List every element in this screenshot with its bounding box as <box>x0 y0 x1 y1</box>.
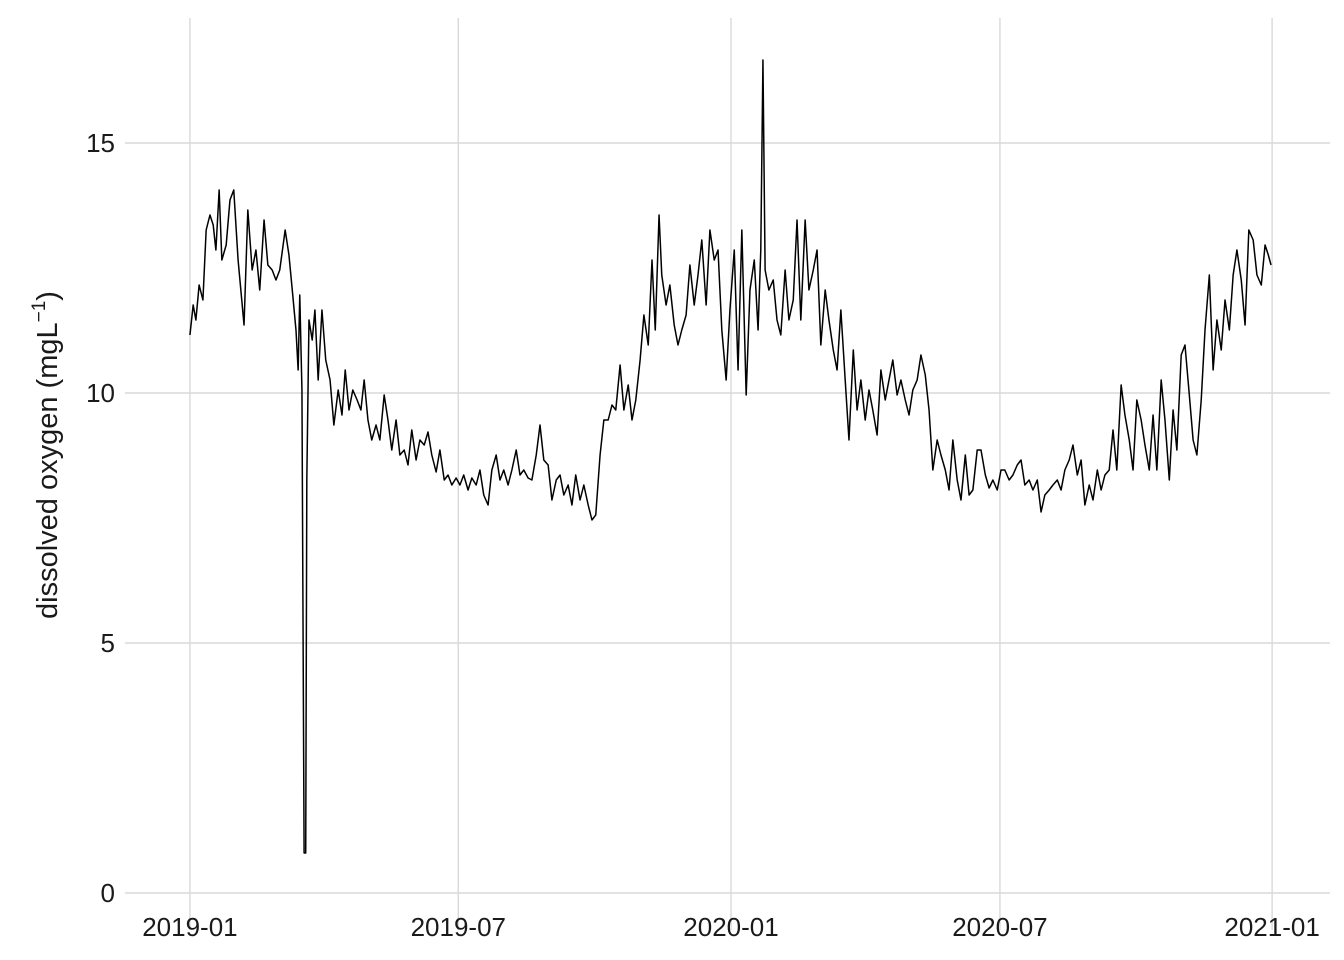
y-axis-label-superscript: −1 <box>29 301 50 323</box>
y-tick-label: 10 <box>86 378 115 408</box>
x-tick-label: 2021-01 <box>1224 912 1319 942</box>
y-axis-label-close: ) <box>32 291 64 301</box>
y-tick-label: 5 <box>101 628 115 658</box>
x-tick-label: 2020-07 <box>952 912 1047 942</box>
y-tick-label: 15 <box>86 128 115 158</box>
x-tick-label: 2020-01 <box>683 912 778 942</box>
x-tick-label: 2019-01 <box>142 912 237 942</box>
data-line <box>189 59 1272 854</box>
x-tick-label: 2019-07 <box>411 912 506 942</box>
y-axis-label-text: dissolved oxygen (mgL <box>32 322 64 619</box>
y-axis-label: dissolved oxygen (mgL−1) <box>29 291 64 619</box>
y-tick-label: 0 <box>101 878 115 908</box>
